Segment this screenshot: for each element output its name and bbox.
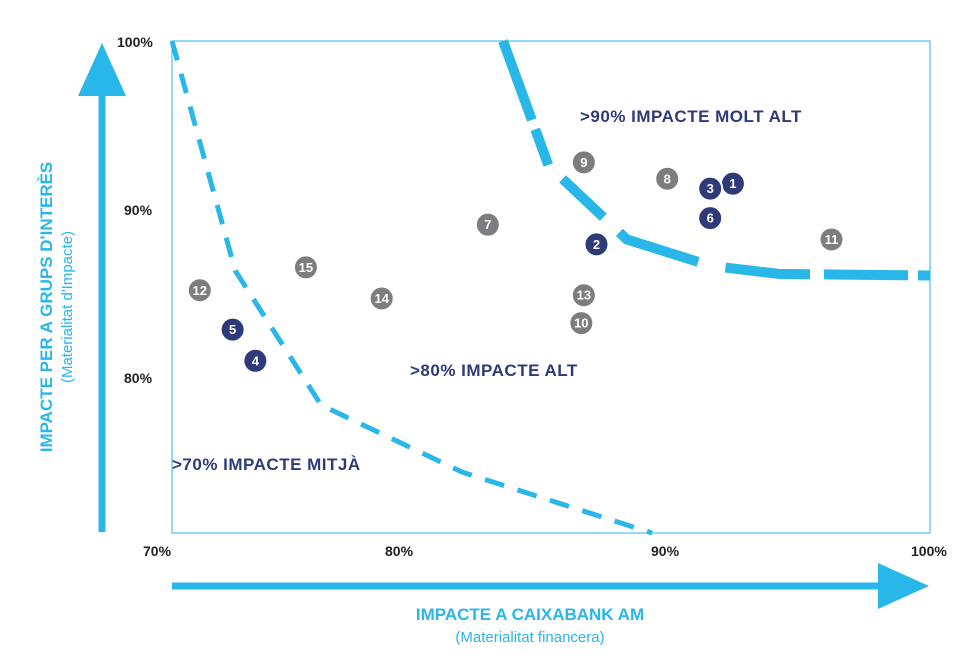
data-point-marker [292, 254, 319, 281]
data-point-1: 1 [719, 170, 746, 197]
data-point-label: 7 [484, 217, 491, 232]
data-point-label: 3 [707, 181, 714, 196]
data-point-5: 5 [219, 316, 246, 343]
data-point-marker [570, 282, 597, 309]
data-point-marker [368, 285, 395, 312]
y-axis-title: IMPACTE PER A GRUPS D'INTERÈS [37, 162, 56, 453]
data-point-label: 13 [577, 288, 591, 303]
data-point-label: 1 [729, 176, 736, 191]
y-axis-arrow [78, 43, 126, 532]
data-point-14: 14 [368, 285, 395, 312]
data-point-12: 12 [186, 277, 213, 304]
plot-frame [171, 40, 931, 534]
data-point-marker [697, 175, 724, 202]
data-point-3: 3 [697, 175, 724, 202]
data-point-label: 2 [593, 237, 600, 252]
y-axis-subtitle: (Materialitat d'Impacte) [59, 231, 76, 383]
data-point-marker [583, 231, 610, 258]
data-point-marker [219, 316, 246, 343]
x-axis-arrow [172, 563, 929, 609]
data-point-label: 14 [374, 291, 389, 306]
data-point-label: 6 [707, 211, 714, 226]
data-point-marker [474, 211, 501, 238]
data-point-8: 8 [654, 165, 681, 192]
y-tick-label: 90% [124, 202, 153, 218]
data-point-10: 10 [568, 310, 595, 337]
zone-label-molt-alt: >90% IMPACTE MOLT ALT [580, 107, 802, 126]
data-point-label: 9 [580, 155, 587, 170]
zone-label-alt: >80% IMPACTE ALT [410, 361, 578, 380]
data-point-4: 4 [242, 347, 269, 374]
y-tick-label: 100% [117, 34, 153, 50]
data-point-9: 9 [570, 149, 597, 176]
x-tick-label: 70% [143, 543, 172, 559]
data-point-15: 15 [292, 254, 319, 281]
zone-label-mitja: >70% IMPACTE MITJÀ [172, 455, 361, 474]
data-point-2: 2 [583, 231, 610, 258]
data-point-marker [242, 347, 269, 374]
x-axis-title: IMPACTE A CAIXABANK AM [416, 605, 644, 624]
data-point-label: 8 [664, 171, 671, 186]
data-point-marker [654, 165, 681, 192]
data-point-marker [568, 310, 595, 337]
data-point-label: 4 [252, 353, 260, 368]
data-point-marker [570, 149, 597, 176]
data-point-13: 13 [570, 282, 597, 309]
data-point-11: 11 [818, 226, 845, 253]
data-point-label: 15 [299, 260, 313, 275]
data-point-label: 5 [229, 322, 236, 337]
data-point-marker [818, 226, 845, 253]
boundary-line-mitja [169, 40, 653, 536]
x-tick-label: 100% [911, 543, 947, 559]
x-tick-label: 90% [651, 543, 680, 559]
data-point-label: 10 [574, 316, 588, 331]
data-point-marker [697, 205, 724, 232]
data-point-7: 7 [474, 211, 501, 238]
x-axis-subtitle: (Materialitat financera) [455, 629, 604, 646]
data-point-label: 12 [193, 283, 207, 298]
x-tick-label: 80% [385, 543, 414, 559]
data-point-label: 11 [825, 232, 839, 247]
y-tick-label: 80% [124, 370, 153, 386]
data-point-marker [186, 277, 213, 304]
boundary-line-molt-alt [498, 39, 931, 281]
data-point-6: 6 [697, 205, 724, 232]
